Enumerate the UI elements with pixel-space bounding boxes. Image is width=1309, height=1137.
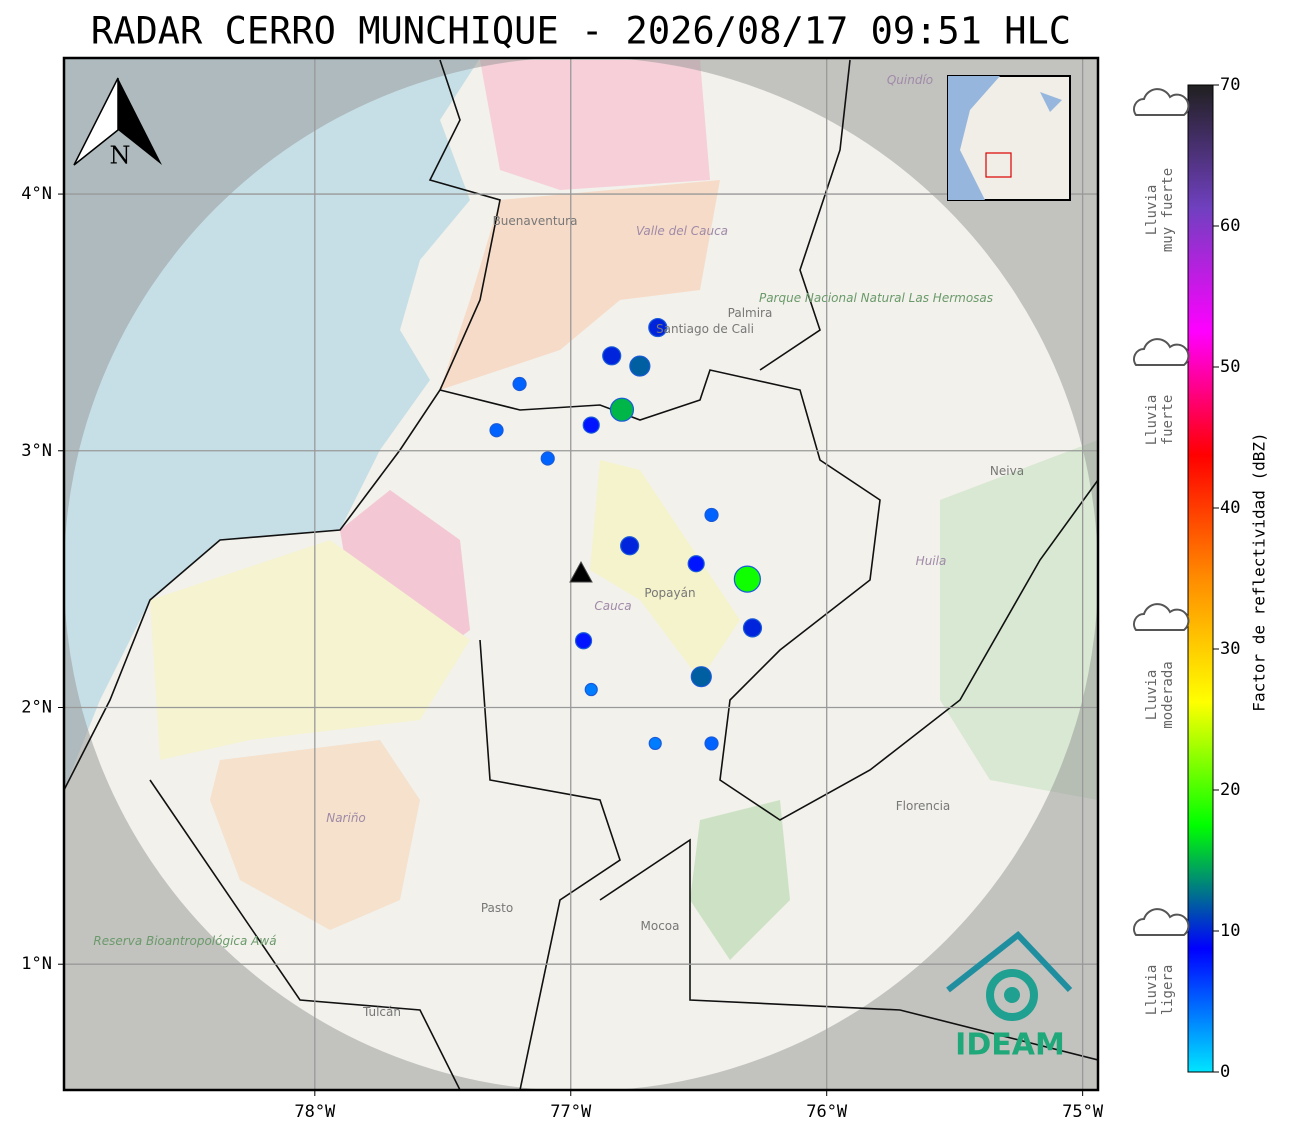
colorbar-tick-label: 50 xyxy=(1220,357,1240,377)
radar-echo xyxy=(704,507,719,523)
place-label: Quindío xyxy=(887,73,933,87)
radar-echo xyxy=(687,555,705,573)
y-tick-label: 1°N xyxy=(21,954,52,974)
radar-echo xyxy=(690,666,712,688)
place-label: Santiago de Cali xyxy=(656,322,754,336)
department-border xyxy=(439,369,1098,821)
radar-echo xyxy=(742,618,763,638)
radar-echo xyxy=(609,397,635,422)
radar-echo xyxy=(574,632,593,650)
place-label: Valle del Cauca xyxy=(636,224,728,238)
rain-icon xyxy=(1133,603,1190,631)
place-label: Florencia xyxy=(896,799,951,813)
region-valle xyxy=(440,180,720,390)
x-tick-label: 78°W xyxy=(294,1102,336,1122)
rain-icon xyxy=(1133,338,1190,366)
place-label: Neiva xyxy=(990,464,1024,478)
radar-echo xyxy=(620,536,640,556)
x-tick-label: 75°W xyxy=(1062,1102,1104,1122)
place-label: Huila xyxy=(916,554,947,568)
colorbar-tick-label: 10 xyxy=(1220,921,1240,941)
radar-echo xyxy=(584,682,598,697)
place-labels: Buenaventura Valle del Cauca Palmira San… xyxy=(93,73,1024,1019)
forest xyxy=(940,440,1098,800)
place-label: Mocoa xyxy=(641,919,680,933)
colorbar-tick-label: 70 xyxy=(1220,75,1240,95)
radar-echo xyxy=(648,317,668,338)
colorbar-tick-label: 30 xyxy=(1220,639,1240,659)
x-tick-label: 77°W xyxy=(550,1102,592,1122)
colorbar-tick-label: 60 xyxy=(1220,216,1240,236)
colorbar-tick-label: 40 xyxy=(1220,498,1240,518)
y-tick-label: 3°N xyxy=(21,441,52,461)
y-tick-label: 4°N xyxy=(21,184,52,204)
forest xyxy=(690,800,790,960)
logo: IDEAM xyxy=(946,930,1073,1063)
place-label: Popayán xyxy=(644,586,695,600)
inset-map xyxy=(947,75,1071,201)
radar-echo xyxy=(648,736,662,751)
region-pink-north xyxy=(480,60,710,190)
radar-echo xyxy=(602,346,622,366)
colorbar-label: Factor de reflectividad (dBZ) xyxy=(1250,432,1269,711)
place-label: Tulcán xyxy=(362,1005,401,1019)
region-yellow xyxy=(150,540,470,760)
colorbar xyxy=(1187,84,1214,1073)
place-label: Reserva Bioantropológica Awá xyxy=(93,934,276,948)
logo-text: IDEAM xyxy=(955,1028,1065,1063)
legend-label: moderada xyxy=(1160,661,1176,728)
legend-label: ligera xyxy=(1160,965,1176,1016)
map-frame xyxy=(62,56,1100,1092)
legend-label: muy fuerte xyxy=(1160,168,1176,252)
y-tick-label: 2°N xyxy=(21,697,52,717)
place-label: Palmira xyxy=(728,306,773,320)
legend-label: Lluvia xyxy=(1144,965,1160,1016)
place-label: Pasto xyxy=(481,901,513,915)
department-border xyxy=(149,59,1098,1090)
radar-echo xyxy=(489,423,504,438)
rain-icon xyxy=(1133,88,1190,116)
radar-echo xyxy=(582,416,600,434)
colorbar-tick-label: 0 xyxy=(1220,1062,1230,1082)
radar-echo xyxy=(540,451,555,466)
legend-label: fuerte xyxy=(1160,395,1176,446)
legend-label: Lluvia xyxy=(1144,185,1160,236)
x-tick-label: 76°W xyxy=(806,1102,848,1122)
place-label: Parque Nacional Natural Las Hermosas xyxy=(759,291,993,305)
place-label: Buenaventura xyxy=(493,214,578,228)
radar-echo xyxy=(733,565,761,593)
coastline xyxy=(64,59,501,791)
radar-site xyxy=(569,560,593,583)
place-label: Nariño xyxy=(326,811,366,825)
radar-echo xyxy=(704,736,719,751)
region-cauca xyxy=(590,460,740,680)
radar-echo xyxy=(512,376,527,392)
legend-label: Lluvia xyxy=(1144,670,1160,721)
north-label: N xyxy=(110,142,131,170)
colorbar-tick-label: 20 xyxy=(1220,780,1240,800)
title: RADAR CERRO MUNCHIQUE - 2026/08/17 09:51… xyxy=(91,10,1071,53)
rain-icon xyxy=(1133,908,1190,936)
place-label: Cauca xyxy=(594,599,631,613)
radar-echo xyxy=(629,355,651,377)
legend-label: Lluvia xyxy=(1144,395,1160,446)
north-arrow: N xyxy=(73,77,162,170)
